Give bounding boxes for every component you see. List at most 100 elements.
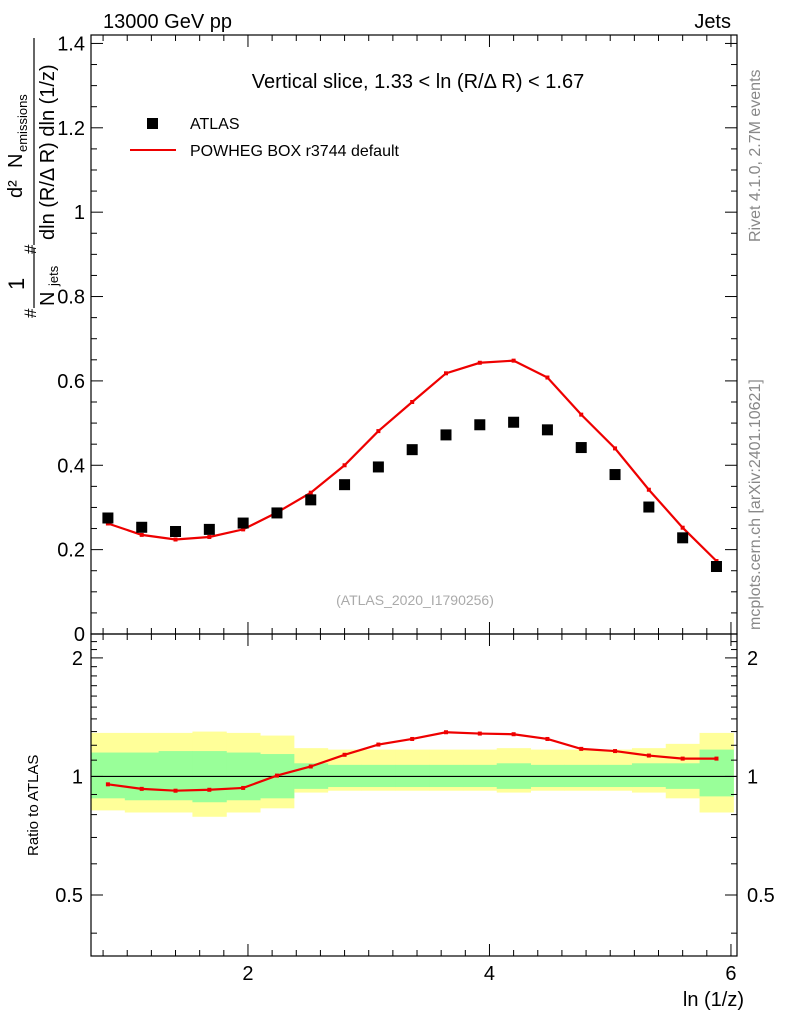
ratio-point [545, 736, 550, 741]
ytitle-prefix: # [21, 308, 40, 318]
atlas-data-point [136, 521, 148, 533]
powheg-point [443, 371, 448, 376]
powheg-point [579, 412, 584, 417]
source-label: mcplots.cern.ch [arXiv:2401.10621] [747, 379, 764, 630]
atlas-data-point [710, 561, 722, 573]
ratio-point [511, 732, 516, 737]
atlas-data-point [203, 523, 215, 535]
powheg-point [680, 525, 685, 530]
powheg-point [545, 375, 550, 380]
x-tick-label: 2 [242, 963, 253, 985]
ratio-point [342, 752, 347, 757]
analysis-watermark: (ATLAS_2020_I1790256) [336, 592, 494, 608]
y-tick-label: 1.4 [57, 33, 85, 55]
ratio-point [376, 742, 381, 747]
uncertainty-band-inner [631, 763, 667, 788]
atlas-data-point [677, 532, 689, 544]
atlas-data-point [643, 501, 655, 513]
ytitle-emissions: emissions [15, 94, 30, 152]
ratio-point [646, 753, 651, 758]
ytitle-njets-sub: jets [46, 265, 61, 287]
powheg-point [308, 490, 313, 495]
powheg-point [139, 532, 144, 537]
rivet-version-label: Rivet 4.1.0, 2.7M events [747, 69, 764, 242]
atlas-data-point [237, 517, 249, 529]
ratio-point [714, 756, 719, 761]
ratio-panel-frame [90, 633, 738, 957]
ytitle-njets: N [37, 292, 59, 306]
main-panel: (ATLAS_2020_I1790256) ATLAS POWHEG BOX r… [57, 33, 737, 646]
powheg-point [613, 446, 618, 451]
atlas-data-point [372, 461, 384, 473]
atlas-data-point [271, 507, 283, 519]
powheg-point [241, 527, 246, 532]
energy-label: 13000 GeV pp [103, 11, 232, 33]
y-tick-label: 0.2 [57, 540, 85, 562]
legend-atlas-marker [147, 118, 158, 129]
ratio-point [579, 746, 584, 751]
x-tick-label: 4 [484, 963, 495, 985]
ratio-point [443, 730, 448, 735]
ratio-point [241, 785, 246, 790]
atlas-data-point [575, 442, 587, 454]
main-panel-frame [90, 34, 738, 635]
powheg-curve [107, 359, 718, 562]
uncertainty-band-inner [158, 751, 193, 801]
ratio-point [410, 736, 415, 741]
ytitle-one: 1 [4, 278, 29, 290]
y-tick-label: 0.4 [57, 455, 85, 477]
ytitle-num-prefix: # [21, 244, 40, 254]
ytitle-d2: d² [5, 180, 27, 198]
atlas-data-point [305, 494, 317, 506]
atlas-data-point [541, 424, 553, 436]
ytitle-denominator: dln (R/Δ R) dln (1/z) [37, 64, 59, 240]
atlas-data-point [339, 479, 351, 491]
atlas-data-point [102, 512, 114, 524]
y-tick-label: 0.8 [57, 287, 85, 309]
y-tick-label: 0.6 [57, 371, 85, 393]
y-tick-label: 0 [74, 624, 85, 646]
powheg-point [410, 399, 415, 404]
chart-title: Vertical slice, 1.33 < ln (R/Δ R) < 1.67 [252, 71, 584, 93]
legend-powheg-label: POWHEG BOX r3744 default [190, 143, 400, 160]
ratio-y-tick-label: 1 [72, 766, 83, 788]
ratio-point [207, 787, 212, 792]
powheg-point [511, 358, 516, 363]
ratio-y-tick-label-right: 1 [747, 766, 758, 788]
powheg-point [646, 487, 651, 492]
main-y-axis-title: # 1 N jets # d² N emissions dln (R/Δ R) … [4, 38, 61, 318]
category-label: Jets [694, 11, 731, 33]
ratio-y-axis-title: Ratio to ATLAS [25, 755, 42, 856]
ratio-point [173, 788, 178, 793]
atlas-data-point [440, 429, 452, 441]
ratio-point [680, 756, 685, 761]
powheg-point [477, 360, 482, 365]
y-tick-label: 1.2 [57, 118, 85, 140]
powheg-point [173, 537, 178, 542]
powheg-point [342, 463, 347, 468]
powheg-point [207, 534, 212, 539]
powheg-point [376, 429, 381, 434]
x-tick-label: 6 [725, 963, 736, 985]
ratio-panel: Ratio to ATLAS 2 4 6 0.5 0.5 1 1 2 2 [25, 634, 775, 985]
ratio-point [139, 786, 144, 791]
uncertainty-band-inner [91, 752, 126, 799]
atlas-data-point [609, 469, 621, 481]
ratio-point [274, 773, 279, 778]
ratio-point [477, 731, 482, 736]
ratio-point [308, 764, 313, 769]
atlas-data-point [406, 444, 418, 456]
atlas-data-point [474, 419, 486, 431]
ratio-y-tick-label: 0.5 [55, 885, 83, 907]
ratio-y-tick-label: 2 [72, 648, 83, 670]
ratio-point [105, 782, 110, 787]
ytitle-N: N [5, 154, 27, 168]
ratio-y-tick-label-right: 0.5 [747, 885, 775, 907]
x-axis-title: ln (1/z) [683, 989, 744, 1011]
legend: ATLAS POWHEG BOX r3744 default [130, 116, 400, 160]
atlas-data-point [508, 416, 520, 428]
y-tick-label: 1 [74, 202, 85, 224]
ratio-y-tick-label-right: 2 [747, 648, 758, 670]
legend-atlas-label: ATLAS [190, 116, 240, 133]
